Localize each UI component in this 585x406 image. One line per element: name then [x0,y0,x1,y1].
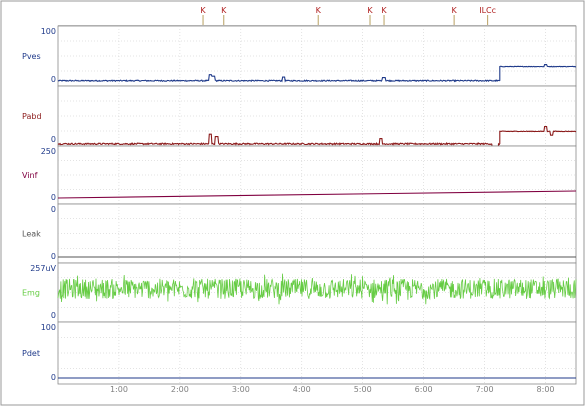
channel-scale-top: 100 [41,323,56,332]
event-marker-label: K [221,6,227,15]
channel-trace [57,64,576,83]
channel-label: Emg [22,289,40,298]
channel-label: Vinf [22,171,38,180]
event-marker-label: K [316,6,322,15]
channel-trace [57,126,577,158]
channel-trace [57,273,577,305]
channel-scale-top: 250 [41,147,56,156]
channel-scale-top: 257uV [30,264,56,273]
x-tick-label: 3:00 [232,385,250,394]
x-tick-label: 5:00 [354,385,372,394]
event-marker-label: ILCc [479,6,496,15]
event-marker-label: K [381,6,387,15]
x-tick-label: 8:00 [537,385,555,394]
channel-scale-bottom: 0 [51,311,56,320]
channel-label: Pabd [22,112,42,121]
channel-scale-bottom: 0 [51,373,56,382]
x-tick-label: 2:00 [171,385,189,394]
channel-label: Pdet [22,349,40,358]
x-tick-label: 6:00 [415,385,433,394]
x-tick-label: 7:00 [476,385,494,394]
channel-scale-bottom: 0 [51,75,56,84]
event-marker-label: K [200,6,206,15]
channel-scale-top: 0 [51,205,56,214]
channel-trace [57,190,577,199]
channel-scale-top: 100 [41,27,56,36]
channel-scale-bottom: 0 [51,193,56,202]
x-tick-label: 1:00 [110,385,128,394]
channel-label: Leak [22,230,41,239]
channel-scale-bottom: 0 [51,252,56,261]
x-tick-label: 4:00 [293,385,311,394]
channel-scale-bottom: 0 [51,135,56,144]
channel-label: Pves [22,52,41,61]
event-marker-label: K [367,6,373,15]
event-marker-label: K [451,6,457,15]
